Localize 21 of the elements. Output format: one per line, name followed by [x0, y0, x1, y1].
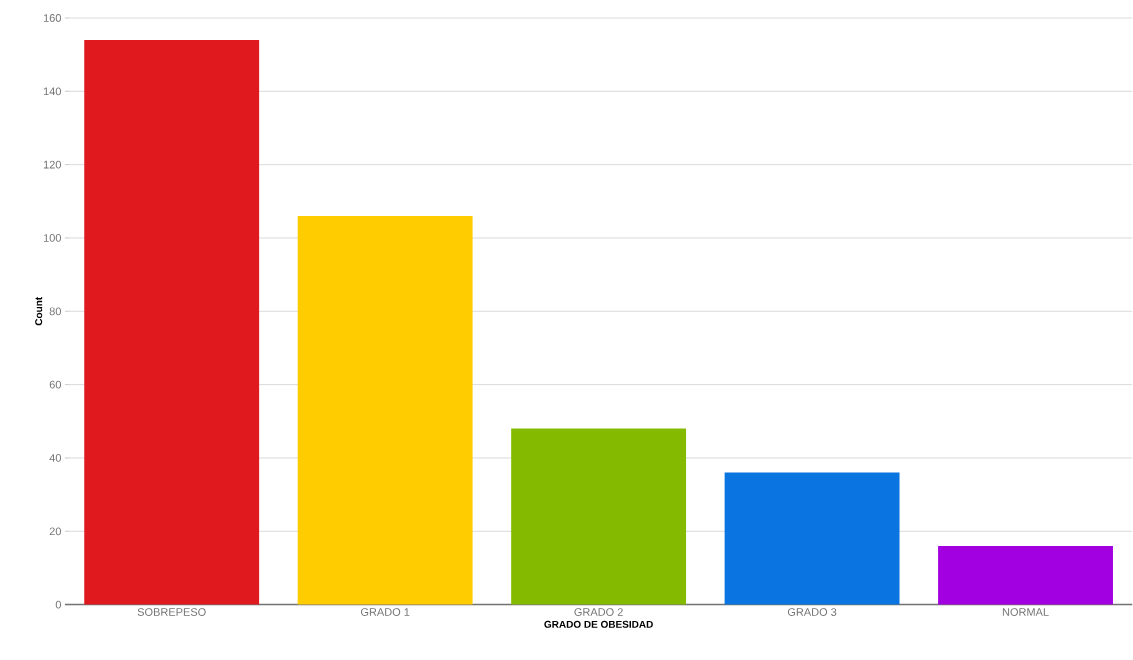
x-tick-label: GRADO 3 [787, 608, 837, 617]
bar [84, 40, 260, 605]
bar [511, 428, 687, 605]
y-tick-label: 0 [55, 600, 61, 609]
x-tick-label: GRADO 1 [360, 608, 410, 617]
y-tick-label: 160 [43, 14, 61, 23]
x-tick-label: NORMAL [1002, 608, 1049, 617]
y-tick-label: 60 [49, 380, 61, 389]
y-tick-label: 40 [49, 454, 61, 463]
y-tick-label: 140 [43, 87, 61, 96]
x-axis-title: GRADO DE OBESIDAD [544, 621, 653, 629]
y-tick-label: 120 [43, 160, 61, 169]
y-axis-title: Count [35, 297, 43, 326]
x-tick-label: SOBREPESO [137, 608, 206, 617]
bar [724, 472, 900, 605]
bar [297, 216, 473, 605]
y-tick-label: 100 [43, 234, 61, 243]
bar [938, 546, 1113, 605]
y-tick-label: 80 [49, 307, 61, 316]
x-tick-label: GRADO 2 [574, 608, 623, 617]
y-tick-label: 20 [49, 527, 61, 536]
